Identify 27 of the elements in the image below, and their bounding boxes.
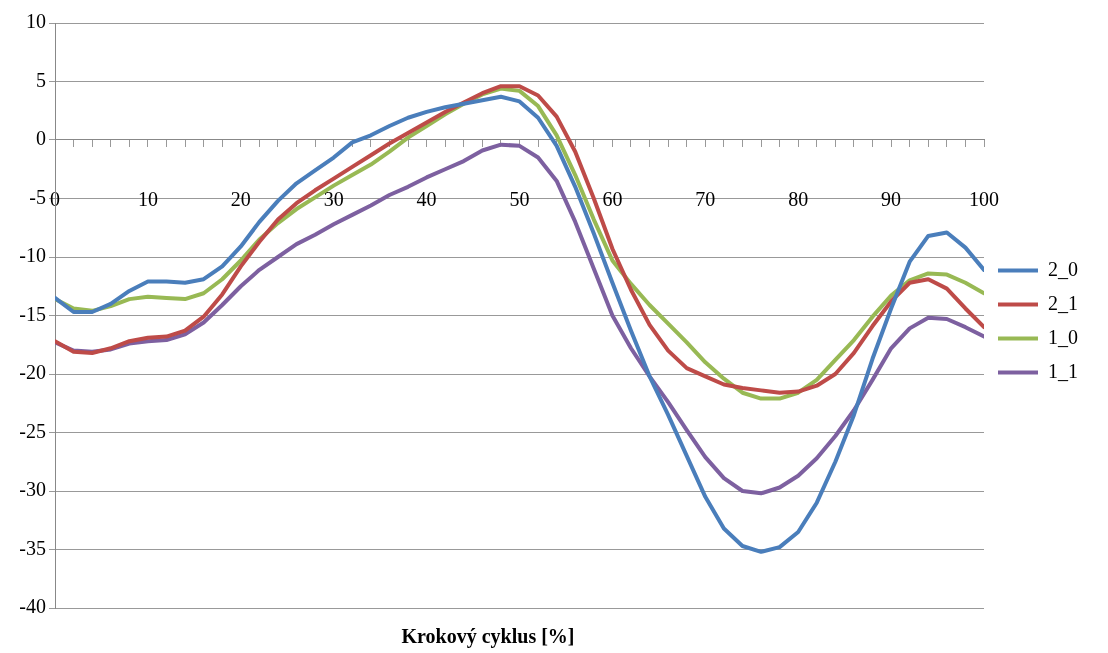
x-tick-label: 10 bbox=[137, 188, 158, 211]
y-tick-label: 5 bbox=[36, 68, 46, 91]
x-axis-title: Krokový cyklus [%] bbox=[400, 625, 576, 648]
x-tick-label: 20 bbox=[230, 188, 251, 211]
legend-label: 2_1 bbox=[1048, 291, 1078, 314]
y-tick-label: -25 bbox=[19, 419, 46, 442]
x-tick-label: 0 bbox=[50, 188, 60, 211]
x-tick-label: 70 bbox=[695, 188, 716, 211]
x-tick-label: 80 bbox=[788, 188, 809, 211]
x-tick-label: 50 bbox=[509, 188, 530, 211]
y-tick-label: -35 bbox=[19, 536, 46, 559]
legend-label: 1_1 bbox=[1048, 359, 1078, 382]
y-tick-label: -20 bbox=[19, 361, 46, 384]
y-tick-label: 0 bbox=[36, 127, 46, 150]
x-tick-label: 30 bbox=[323, 188, 344, 211]
y-tick-label: -40 bbox=[19, 595, 46, 618]
y-tick-label: -15 bbox=[19, 302, 46, 325]
legend-label: 1_0 bbox=[1048, 325, 1078, 348]
x-tick-label: 100 bbox=[969, 188, 999, 211]
x-tick-label: 60 bbox=[602, 188, 623, 211]
x-tick-label: 40 bbox=[416, 188, 437, 211]
y-tick-label: -10 bbox=[19, 244, 46, 267]
y-tick-label: 10 bbox=[26, 10, 46, 33]
legend-label: 2_0 bbox=[1048, 257, 1078, 280]
x-tick-label: 90 bbox=[881, 188, 902, 211]
y-tick-label: -5 bbox=[29, 185, 46, 208]
y-tick-label: -30 bbox=[19, 478, 46, 501]
